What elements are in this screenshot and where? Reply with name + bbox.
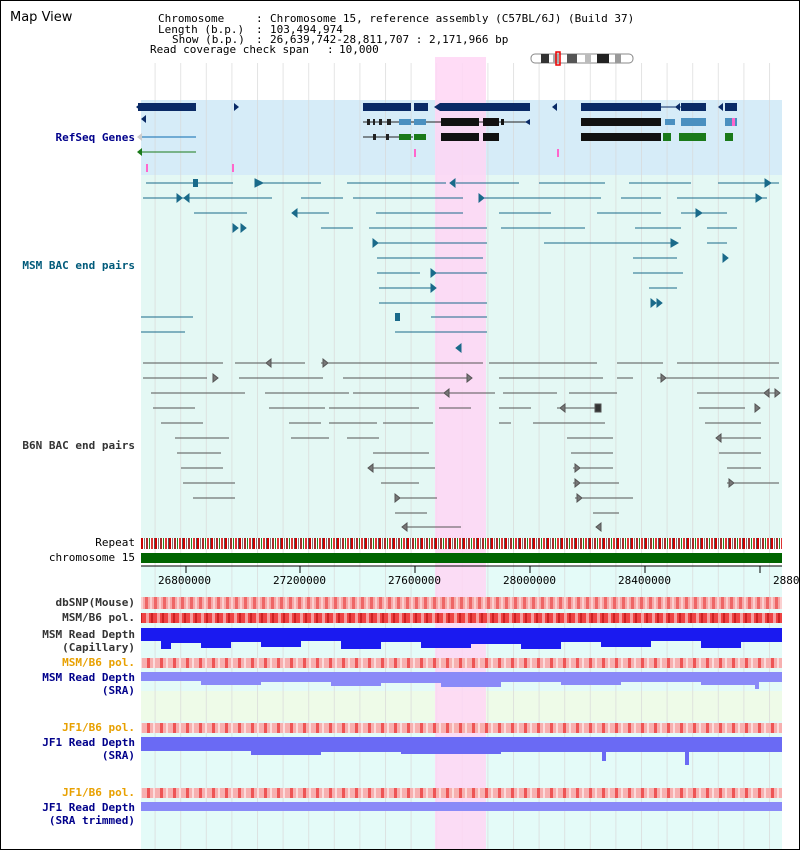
highlight-region	[435, 57, 486, 849]
b6n-bac-track	[143, 357, 781, 533]
length-label: Length (b.p.)	[158, 23, 245, 36]
dbsnp-bar	[141, 597, 782, 609]
coverage-value: 10,000	[339, 43, 379, 56]
ruler-tick-label: 27200000	[273, 574, 326, 587]
length-value: 103,494,974	[270, 23, 343, 36]
track-label-repeat: Repeat	[95, 536, 135, 549]
chromosome-bar	[141, 553, 782, 563]
msm-depth-capillary	[141, 628, 782, 649]
ruler-axis	[141, 565, 782, 573]
track-label-b6n-bac[interactable]: B6N BAC end pairs	[22, 439, 135, 452]
track-label-msm-depth-cap-1[interactable]: MSM Read Depth	[42, 628, 135, 641]
jf1-b6-pol-bar-2	[141, 788, 782, 798]
chromosome-value: Chromosome 15, reference assembly (C57BL…	[270, 12, 635, 25]
jf1-b6-pol-bar-1	[141, 723, 782, 733]
chromosome-label: Chromosome	[158, 12, 225, 25]
track-label-msm-b6-pol-2[interactable]: MSM/B6 pol.	[62, 656, 135, 669]
page-title: Map View	[10, 10, 73, 25]
track-label-msm-bac[interactable]: MSM BAC end pairs	[22, 259, 135, 272]
ruler-tick-label: 26800000	[158, 574, 211, 587]
repeat-bar	[141, 538, 782, 549]
ruler-tick-label: 27600000	[388, 574, 441, 587]
track-label-chromosome: chromosome 15	[48, 551, 135, 564]
track-label-msm-depth-cap-2: (Capillary)	[62, 641, 135, 654]
ruler-tick-label: 2880	[773, 574, 800, 587]
track-label-msm-depth-sra-2: (SRA)	[101, 684, 135, 697]
ruler-tick-label: 28000000	[503, 574, 556, 587]
msm-b6-pol-bar-2	[141, 658, 782, 668]
msm-bac-track	[141, 177, 779, 354]
track-label-jf1-trim-1[interactable]: JF1 Read Depth	[42, 801, 135, 814]
track-label-jf1-pol-2[interactable]: JF1/B6 pol.	[62, 786, 135, 799]
track-label-dbsnp[interactable]: dbSNP(Mouse)	[55, 596, 135, 609]
track-label-jf1-pol-1[interactable]: JF1/B6 pol.	[62, 721, 135, 734]
refseq-genes-track	[136, 103, 737, 172]
msm-b6-pol-bar-1	[141, 613, 782, 623]
jf1-depth-sra	[141, 737, 782, 765]
track-label-jf1-trim-2: (SRA trimmed)	[48, 814, 135, 827]
jf1-depth-sra-trimmed	[141, 802, 782, 811]
track-label-refseq[interactable]: RefSeq Genes	[55, 131, 135, 144]
msm-depth-sra	[141, 672, 782, 689]
track-label-jf1-depth-1[interactable]: JF1 Read Depth	[42, 736, 135, 749]
chromosome-ideogram	[530, 51, 634, 66]
coverage-label: Read coverage check span	[150, 43, 309, 56]
track-label-jf1-depth-2: (SRA)	[101, 749, 135, 762]
show-value: 26,639,742-28,811,707 : 2,171,966 bp	[270, 33, 509, 46]
track-label-msm-b6-pol-1[interactable]: MSM/B6 pol.	[62, 611, 135, 624]
track-label-msm-depth-sra-1[interactable]: MSM Read Depth	[42, 671, 135, 684]
ruler-tick-label: 28400000	[618, 574, 671, 587]
show-label: Show (b.p.)	[172, 33, 245, 46]
